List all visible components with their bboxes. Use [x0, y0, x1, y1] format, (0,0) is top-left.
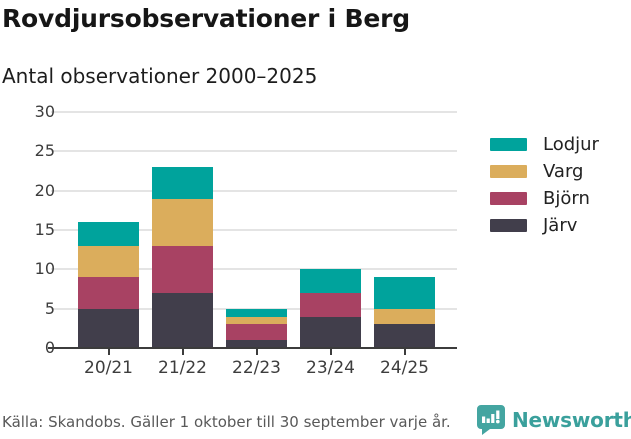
bar-segment-järv-21-22	[152, 292, 213, 348]
newsworthy-wordmark: Newsworthy	[512, 408, 631, 432]
bar-segment-varg-21-22	[152, 198, 213, 246]
x-axis-tick-label: 20/21	[84, 358, 133, 378]
x-axis-tick-label: 24/25	[380, 358, 429, 378]
legend-label: Järv	[543, 215, 578, 236]
gridline-y-10	[51, 268, 457, 271]
x-axis-line	[48, 347, 457, 349]
bar-segment-lodjur-21-22	[152, 167, 213, 199]
legend-swatch-järv	[490, 219, 527, 232]
chart-subtitle: Antal observationer 2000–2025	[2, 64, 318, 88]
x-axis-tick	[403, 349, 406, 355]
y-axis-tick-label: 25	[34, 141, 55, 161]
y-axis-tick-label: 20	[34, 180, 55, 200]
legend-item-björn: Björn	[490, 185, 599, 212]
gridline-y-20	[51, 189, 457, 192]
newsworthy-logo[interactable]: Newsworthy	[477, 405, 631, 435]
bar-segment-lodjur-22-23	[226, 308, 287, 317]
bar-segment-björn-20-21	[78, 277, 139, 309]
gridline-y-25	[51, 150, 457, 153]
x-axis-tick	[181, 349, 184, 355]
y-axis-tick-label: 0	[0, 338, 55, 358]
y-axis-tick-label: 5	[44, 298, 55, 318]
bar-segment-järv-22-23	[226, 340, 287, 348]
x-axis-tick-label: 21/22	[158, 358, 207, 378]
bar-segment-björn-21-22	[152, 245, 213, 293]
bar-segment-björn-22-23	[226, 324, 287, 341]
bar-segment-lodjur-20-21	[78, 222, 139, 246]
y-axis-tick-label: 15	[34, 220, 55, 239]
y-axis-tick-label: 10	[34, 259, 55, 279]
legend-item-lodjur: Lodjur	[490, 131, 599, 158]
bar-segment-varg-20-21	[78, 245, 139, 278]
x-axis-tick	[107, 349, 110, 355]
legend-swatch-varg	[490, 165, 527, 178]
legend-item-varg: Varg	[490, 158, 599, 185]
bar-segment-järv-20-21	[78, 308, 139, 348]
page-title: Rovdjursobservationer i Berg	[2, 4, 410, 33]
source-note: Källa: Skandobs. Gäller 1 oktober till 3…	[2, 413, 451, 431]
legend-swatch-lodjur	[490, 138, 527, 151]
bar-segment-lodjur-23-24	[300, 269, 361, 293]
legend-label: Björn	[543, 188, 590, 209]
legend-item-järv: Järv	[490, 212, 599, 239]
legend-label: Varg	[543, 161, 584, 182]
bar-segment-järv-24-25	[374, 324, 435, 348]
bar-segment-varg-22-23	[226, 316, 287, 325]
legend-swatch-björn	[490, 192, 527, 205]
newsworthy-icon	[477, 405, 505, 435]
y-axis-tick-label: 30	[34, 102, 55, 121]
legend-label: Lodjur	[543, 134, 599, 155]
x-axis-tick-label: 22/23	[232, 358, 281, 378]
x-axis-tick	[329, 349, 332, 355]
bar-segment-varg-24-25	[374, 308, 435, 325]
bar-segment-järv-23-24	[300, 316, 361, 348]
gridline-y-15	[51, 229, 457, 231]
x-axis-tick	[255, 349, 258, 355]
x-axis-tick-label: 23/24	[306, 358, 355, 378]
legend: Lodjur Varg Björn Järv	[490, 131, 599, 239]
bar-segment-björn-23-24	[300, 292, 361, 317]
gridline-y-30	[51, 111, 457, 113]
bar-segment-lodjur-24-25	[374, 277, 435, 309]
